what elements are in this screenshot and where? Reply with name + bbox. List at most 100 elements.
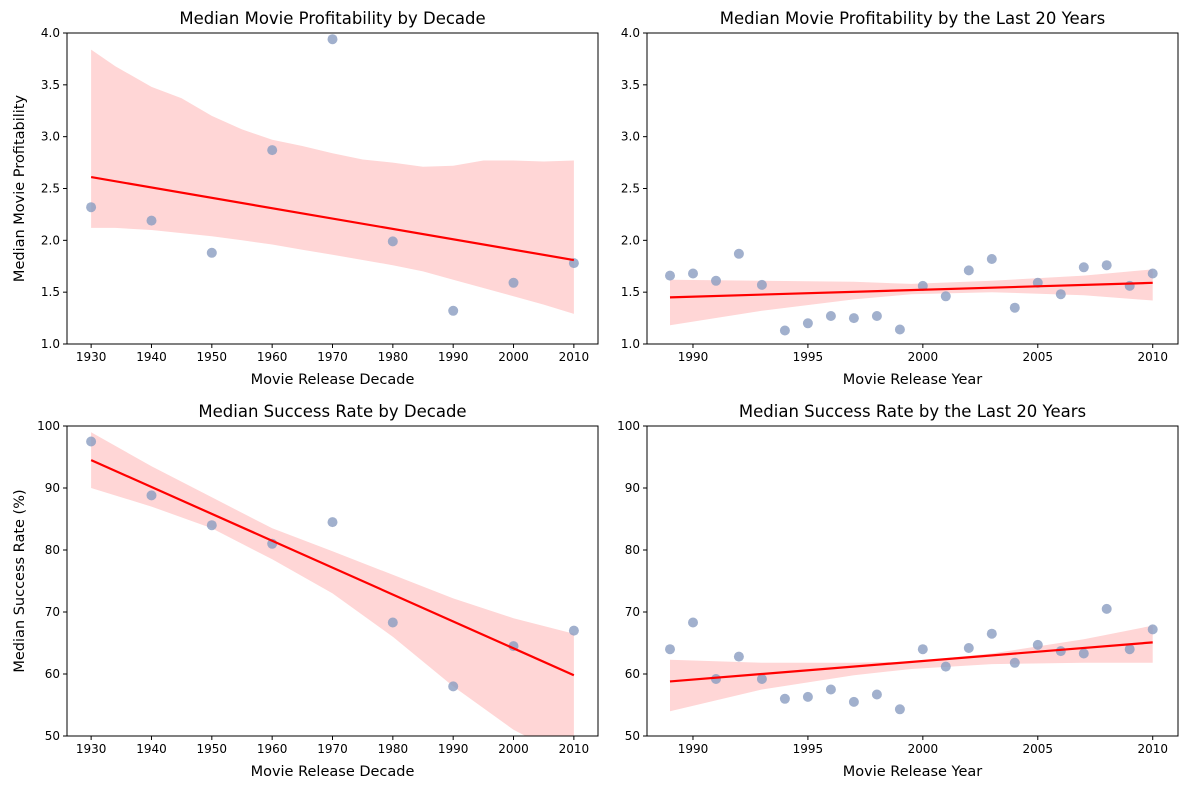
data-point: [1078, 262, 1089, 273]
data-point: [825, 311, 836, 321]
chart-title: Median Success Rate by Decade: [198, 402, 466, 421]
confidence-band: [670, 625, 1153, 712]
data-point: [894, 324, 905, 335]
y-tick-label: 100: [617, 419, 640, 433]
data-point: [779, 325, 790, 336]
data-point: [1055, 289, 1066, 300]
x-tick-label: 1990: [438, 350, 469, 364]
data-point: [894, 704, 905, 715]
x-tick-label: 1930: [76, 350, 107, 364]
x-tick-label: 1990: [438, 742, 469, 756]
x-tick-label: 1930: [76, 742, 107, 756]
x-tick-label: 2010: [559, 742, 590, 756]
x-axis-label: Movie Release Decade: [251, 372, 415, 388]
data-point: [1101, 260, 1112, 271]
data-point: [917, 644, 928, 655]
x-tick-label: 2010: [1137, 350, 1168, 364]
x-tick-label: 1960: [257, 742, 288, 756]
x-axis-label: Movie Release Decade: [251, 764, 415, 780]
plot-area: [665, 248, 1158, 336]
y-tick-label: 1.5: [41, 285, 60, 299]
y-tick-label: 3.5: [621, 78, 640, 92]
x-tick-label: 1940: [136, 350, 167, 364]
data-point: [871, 311, 882, 321]
data-point: [146, 215, 157, 226]
y-tick-label: 90: [45, 481, 60, 495]
x-tick-label: 2000: [498, 742, 529, 756]
x-tick-label: 2000: [908, 742, 939, 756]
x-tick-label: 2000: [498, 350, 529, 364]
x-axis-label: Movie Release Year: [843, 372, 983, 388]
y-tick-label: 70: [45, 605, 60, 619]
data-point: [871, 689, 882, 700]
y-tick-label: 2.5: [41, 182, 60, 196]
data-point: [825, 684, 836, 695]
data-point: [86, 202, 97, 213]
data-point: [1101, 603, 1112, 614]
data-point: [756, 674, 767, 684]
y-axis-label: Median Movie Profitability: [12, 95, 28, 283]
data-point: [665, 644, 675, 655]
plot-area: [86, 34, 579, 316]
data-point: [327, 517, 338, 528]
data-point: [848, 696, 859, 707]
data-point: [387, 236, 398, 247]
y-tick-label: 1.0: [621, 337, 640, 351]
data-point: [711, 275, 721, 286]
x-tick-label: 1950: [197, 742, 228, 756]
y-tick-label: 90: [625, 481, 640, 495]
x-tick-label: 2005: [1023, 742, 1054, 756]
y-tick-label: 50: [45, 729, 60, 743]
chart-title: Median Movie Profitability by the Last 2…: [720, 9, 1105, 28]
plot-area: [86, 432, 579, 736]
data-point: [387, 617, 398, 628]
y-axis-label: Median Success Rate (%): [12, 489, 28, 672]
y-tick-label: 80: [625, 543, 640, 557]
data-point: [1078, 648, 1089, 659]
confidence-band: [670, 269, 1153, 326]
data-point: [848, 313, 859, 324]
data-point: [917, 280, 928, 291]
data-point: [940, 291, 951, 302]
x-tick-label: 1960: [257, 350, 288, 364]
y-tick-label: 3.5: [41, 78, 60, 92]
data-point: [940, 661, 951, 672]
y-tick-label: 3.0: [41, 130, 60, 144]
data-point: [688, 617, 698, 628]
data-point: [688, 268, 698, 279]
confidence-band: [91, 432, 574, 736]
y-tick-label: 80: [45, 543, 60, 557]
x-tick-label: 2000: [908, 350, 939, 364]
data-point: [1147, 624, 1158, 635]
data-point: [963, 265, 974, 276]
data-point: [206, 247, 217, 258]
chart-panel-1: 1930 1940 1950 1960 1970 1980 1990 2000 2010 1.0 1…: [12, 9, 599, 388]
data-point: [327, 34, 338, 45]
y-tick-label: 2.5: [621, 182, 640, 196]
data-point: [86, 436, 97, 447]
y-tick-label: 60: [45, 667, 60, 681]
data-point: [986, 254, 997, 264]
chart-panel-2: 1990 1995 2000 2005 2010 1.0 1.5 2.0 2.5 3.0 3.5 4.…: [621, 9, 1179, 388]
y-tick-label: 50: [625, 729, 640, 743]
data-point: [733, 651, 744, 662]
y-tick-label: 2.0: [621, 233, 640, 247]
data-point: [802, 691, 813, 702]
data-point: [568, 625, 579, 636]
data-point: [963, 643, 974, 653]
data-point: [1032, 639, 1043, 650]
x-tick-label: 1990: [678, 350, 709, 364]
regression-line: [669, 281, 1153, 299]
data-point: [779, 693, 790, 704]
chart-panel-3: 1930 1940 1950 1960 1970 1980 1990 2000 2010 50 60…: [12, 402, 599, 780]
chart-title: Median Success Rate by the Last 20 Years: [739, 402, 1086, 421]
regression-line: [669, 641, 1153, 683]
x-tick-label: 1940: [136, 742, 167, 756]
data-point: [802, 318, 813, 329]
data-point: [206, 520, 217, 531]
regression-line: [90, 176, 575, 262]
x-tick-label: 2005: [1023, 350, 1054, 364]
y-tick-label: 2.0: [41, 233, 60, 247]
x-tick-label: 1990: [678, 742, 709, 756]
